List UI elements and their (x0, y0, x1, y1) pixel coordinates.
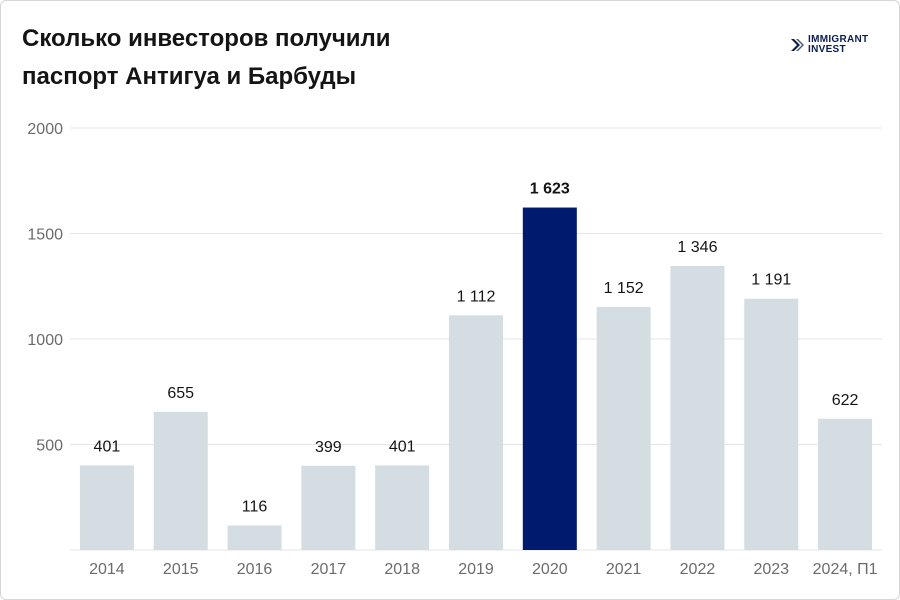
bar-2023 (744, 298, 799, 550)
y-tick-label: 1500 (27, 227, 63, 244)
value-label: 622 (832, 392, 859, 409)
bar-2018 (375, 465, 430, 550)
x-axis-tick-labels: 2014 2015 2016 2017 2018 2019 2020 2021 2022 2023… (89, 561, 878, 578)
bars (79, 207, 873, 550)
bar-2020 (522, 207, 577, 550)
value-label: 655 (167, 385, 194, 402)
bar-2015 (153, 411, 208, 550)
y-tick-label: 2000 (27, 121, 63, 138)
value-labels: 401 655 116 399 401 1 112 1 623 1 152 1 346 1 191… (94, 181, 859, 516)
x-tick-label: 2019 (458, 561, 494, 578)
value-label: 401 (94, 438, 121, 455)
value-label: 1 191 (751, 272, 791, 289)
x-tick-label: 2018 (384, 561, 420, 578)
y-tick-label: 1000 (27, 332, 63, 349)
bar-2017 (301, 465, 356, 550)
x-tick-label: 2015 (163, 561, 199, 578)
bar-2019 (449, 315, 503, 550)
x-tick-label: 2021 (606, 561, 642, 578)
value-label: 401 (389, 438, 416, 455)
value-label: 1 346 (677, 239, 717, 256)
x-tick-label: 2020 (532, 561, 568, 578)
x-tick-label: 2022 (680, 561, 716, 578)
bar-2021 (596, 306, 651, 550)
bar-2014 (79, 465, 134, 550)
x-tick-label: 2023 (753, 561, 789, 578)
x-tick-label: 2024, П1 (813, 561, 878, 578)
value-label: 116 (242, 499, 268, 516)
value-label: 1 152 (604, 280, 644, 297)
chart-title-line-1: Сколько инвесторов получили (22, 25, 391, 52)
bar-2024-П1 (818, 418, 873, 550)
y-axis-tick-labels: 500 1000 1500 2000 (27, 121, 63, 455)
immigrant-invest-logo: IMMIGRANT INVEST (790, 35, 868, 55)
value-label: 1 623 (530, 181, 570, 198)
bar-2016 (227, 525, 282, 550)
value-label: 399 (315, 439, 342, 456)
x-tick-label: 2016 (237, 561, 273, 578)
y-tick-label: 500 (36, 438, 63, 455)
logo-text-line-1: IMMIGRANT (808, 34, 869, 45)
x-tick-label: 2017 (311, 561, 347, 578)
value-label: 1 112 (457, 288, 496, 305)
chart-title: Сколько инвесторов получили паспорт Анти… (22, 20, 391, 96)
logo-text-line-2: INVEST (808, 44, 846, 55)
bar-2022 (670, 265, 725, 550)
x-tick-label: 2014 (89, 561, 125, 578)
chart-title-line-2: паспорт Антигуа и Барбуды (22, 63, 357, 90)
immigrant-invest-logo-icon (791, 39, 804, 51)
